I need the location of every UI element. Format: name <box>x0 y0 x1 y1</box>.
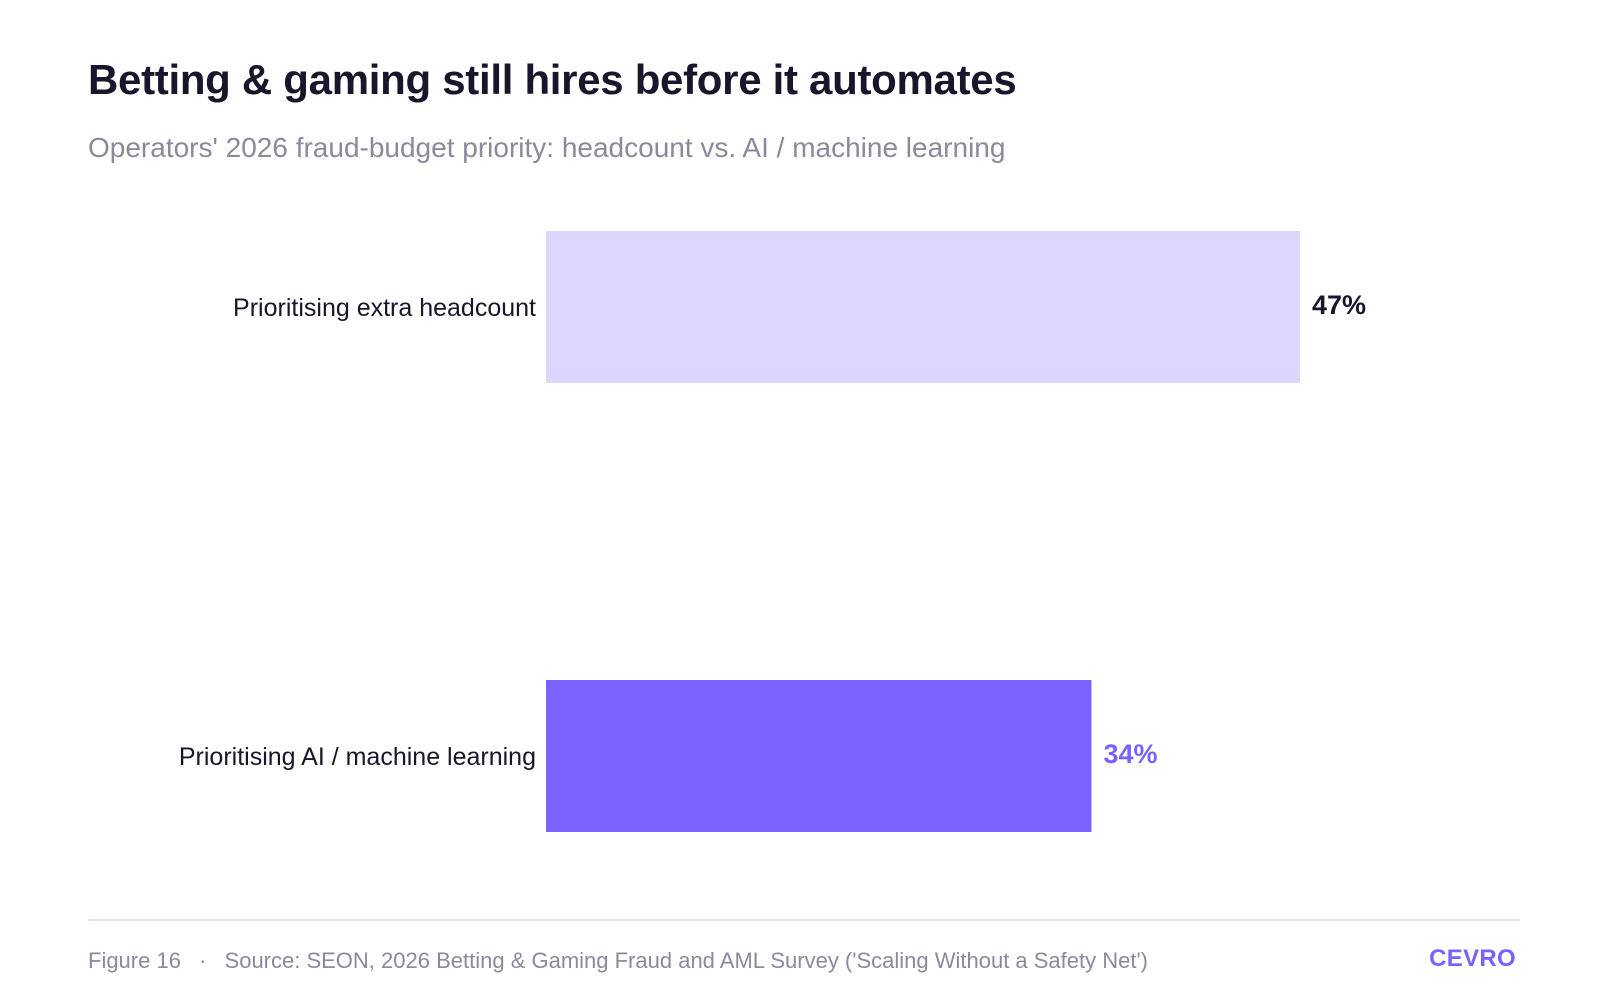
footer-caption: Figure 16 · Source: SEON, 2026 Betting &… <box>88 948 1148 974</box>
chart-subtitle: Operators' 2026 fraud-budget priority: h… <box>88 132 1006 163</box>
footer-divider <box>88 919 1520 921</box>
footer-separator: · <box>199 948 207 973</box>
figure-number: Figure 16 <box>88 948 181 973</box>
bar-1 <box>546 231 1300 383</box>
category-label: Prioritising AI / machine learning <box>179 743 536 771</box>
source-note: Source: SEON, 2026 Betting & Gaming Frau… <box>224 948 1149 973</box>
brand-logo: CEVRO <box>1429 945 1516 972</box>
category-label: Prioritising extra headcount <box>233 294 536 322</box>
chart-title: Betting & gaming still hires before it a… <box>88 56 1017 103</box>
value-label: 47% <box>1312 290 1366 320</box>
value-label: 34% <box>1103 739 1157 769</box>
bar-2 <box>546 680 1092 832</box>
